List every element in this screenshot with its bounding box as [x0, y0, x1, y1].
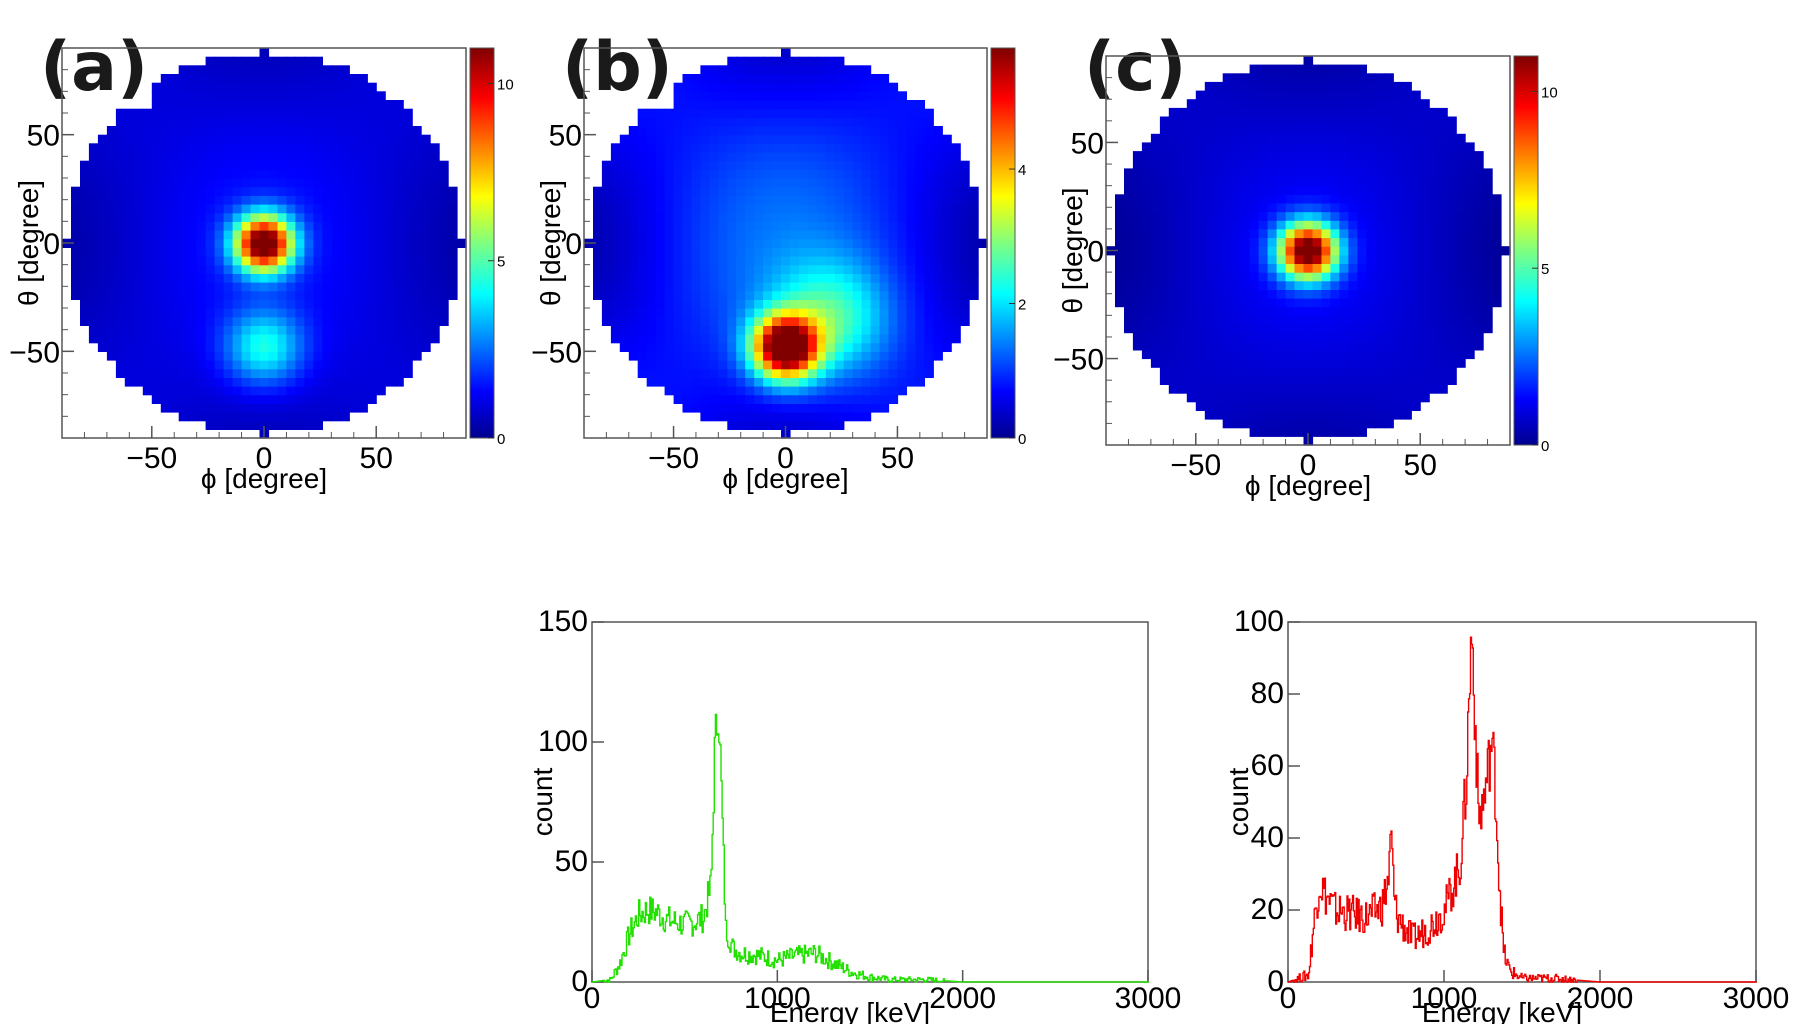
y-tick-label: −50 — [1053, 344, 1104, 377]
colorbar-tick-label: 10 — [497, 76, 514, 93]
y-tick-label: 0 — [1267, 965, 1284, 998]
y-tick-label: −50 — [531, 336, 582, 369]
x-tick-label: 3000 — [1115, 982, 1182, 1015]
y-axis-title: count — [1223, 768, 1254, 837]
colorbar-tick-label: 5 — [497, 254, 505, 271]
panel-letter-a: (a) — [40, 28, 149, 107]
x-tick-label: 0 — [256, 442, 273, 475]
x-tick-label: 3000 — [1723, 982, 1790, 1015]
colorbar-tick-label: 0 — [497, 431, 505, 448]
heatmap-cells — [62, 48, 467, 439]
x-axis-title: ϕ [degree] — [201, 463, 327, 494]
y-tick-label: 20 — [1251, 893, 1284, 926]
x-tick-label: 2000 — [1567, 982, 1634, 1015]
y-tick-label: 0 — [1087, 236, 1104, 269]
panel-letter-b: (b) — [562, 28, 673, 107]
y-tick-label: 50 — [549, 120, 582, 153]
x-axis-title: Energy [keV] — [770, 997, 930, 1024]
y-tick-label: 40 — [1251, 821, 1284, 854]
plot-frame — [1287, 621, 1757, 983]
x-tick-label: 0 — [777, 442, 794, 475]
y-tick-label: 50 — [555, 845, 588, 878]
y-tick-label: 50 — [1071, 127, 1104, 160]
y-tick-label: 60 — [1251, 749, 1284, 782]
x-tick-label: −50 — [1170, 449, 1221, 482]
color-bar — [1513, 55, 1539, 446]
colorbar-tick-label: 10 — [1541, 84, 1558, 101]
heatmap-panel-b: −50 0 50 50 0 −50 ϕ [degree] θ [degree] 4 2 0 — [531, 47, 1026, 494]
color-bar — [990, 47, 1016, 439]
y-axis-title: θ [degree] — [1057, 187, 1088, 313]
x-tick-label: 0 — [1280, 982, 1297, 1015]
x-tick-label: 0 — [584, 982, 601, 1015]
panel-letter-c: (c) — [1084, 28, 1187, 107]
y-tick-label: 150 — [538, 605, 588, 638]
y-tick-label: 100 — [538, 725, 588, 758]
x-tick-label: −50 — [126, 442, 177, 475]
y-axis-title: count — [527, 768, 558, 837]
y-tick-label: 0 — [43, 228, 60, 261]
x-axis-title: ϕ [degree] — [722, 463, 848, 494]
colorbar-tick-label: 2 — [1018, 297, 1026, 314]
y-tick-label: −50 — [9, 336, 60, 369]
color-bar — [469, 47, 495, 439]
x-tick-label: 1000 — [744, 982, 811, 1015]
spectrum-line — [1288, 636, 1757, 983]
spectrum-line — [592, 713, 1150, 983]
spectrum-panel-c: 0 1000 2000 3000 0 20 40 60 80 100 Energy [keV] cou… — [1223, 605, 1789, 1024]
colorbar-tick-label: 5 — [1541, 261, 1549, 278]
y-tick-label: 100 — [1234, 605, 1284, 638]
x-tick-label: 50 — [360, 442, 393, 475]
x-tick-label: 2000 — [929, 982, 996, 1015]
y-tick-label: 50 — [27, 120, 60, 153]
x-tick-label: −50 — [648, 442, 699, 475]
y-axis-title: θ [degree] — [13, 180, 44, 306]
colorbar-tick-label: 4 — [1018, 162, 1026, 179]
x-tick-label: 50 — [1404, 449, 1437, 482]
colorbar-tick-label: 0 — [1018, 431, 1026, 448]
y-tick-label: 0 — [571, 965, 588, 998]
heatmap-cells — [1106, 56, 1511, 446]
y-tick-label: 80 — [1251, 677, 1284, 710]
plot-frame — [591, 621, 1149, 983]
spectrum-panel-b: 0 1000 2000 3000 0 50 100 150 Energy [keV] count — [527, 605, 1181, 1024]
x-axis-title: Energy [keV] — [1422, 997, 1582, 1024]
x-tick-label: 50 — [881, 442, 914, 475]
x-tick-label: 1000 — [1411, 982, 1478, 1015]
x-axis-title: ϕ [degree] — [1245, 470, 1371, 501]
y-tick-label: 0 — [565, 228, 582, 261]
y-axis-title: θ [degree] — [535, 180, 566, 306]
x-tick-label: 0 — [1300, 449, 1317, 482]
colorbar-tick-label: 0 — [1541, 438, 1549, 455]
heatmap-cells — [584, 48, 988, 439]
